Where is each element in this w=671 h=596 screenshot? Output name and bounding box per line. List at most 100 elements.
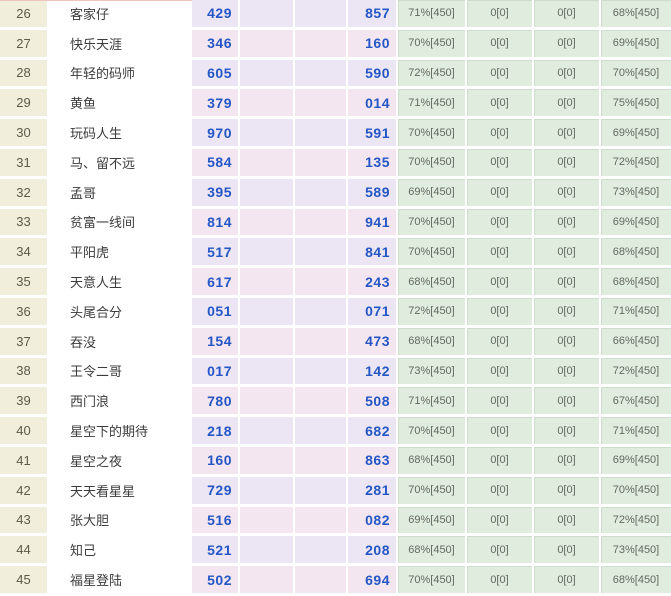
rate-cell-2: 69%[450] bbox=[601, 208, 671, 239]
number-pick-1[interactable]: 395 bbox=[192, 178, 240, 209]
column-gap bbox=[47, 178, 53, 209]
column-gap bbox=[47, 387, 53, 418]
empty-cell bbox=[295, 178, 348, 209]
empty-cell bbox=[240, 268, 295, 298]
empty-cell bbox=[295, 536, 348, 567]
rate-cell-1: 71%[450] bbox=[398, 89, 467, 120]
zero-cell-1: 0[0] bbox=[467, 119, 534, 149]
zero-cell-1: 0[0] bbox=[467, 506, 534, 537]
number-pick-2[interactable]: 941 bbox=[348, 208, 398, 239]
empty-cell bbox=[240, 238, 295, 269]
number-pick-2[interactable]: 243 bbox=[348, 268, 398, 298]
number-pick-1[interactable]: 429 bbox=[192, 0, 240, 30]
zero-cell-1: 0[0] bbox=[467, 29, 534, 60]
rate-cell-1: 70%[450] bbox=[398, 208, 467, 239]
column-gap bbox=[47, 89, 53, 120]
zero-cell-2: 0[0] bbox=[534, 208, 601, 239]
number-pick-1[interactable]: 346 bbox=[192, 29, 240, 60]
rank-cell: 39 bbox=[0, 387, 47, 418]
number-pick-2[interactable]: 160 bbox=[348, 29, 398, 60]
rank-cell: 36 bbox=[0, 297, 47, 328]
player-name: 天天看星星 bbox=[53, 476, 192, 507]
number-pick-2[interactable]: 682 bbox=[348, 417, 398, 447]
number-pick-2[interactable]: 071 bbox=[348, 297, 398, 328]
number-pick-2[interactable]: 082 bbox=[348, 506, 398, 537]
column-gap bbox=[47, 29, 53, 60]
number-pick-2[interactable]: 591 bbox=[348, 119, 398, 149]
number-pick-2[interactable]: 590 bbox=[348, 59, 398, 90]
rate-cell-2: 70%[450] bbox=[601, 476, 671, 507]
number-pick-1[interactable]: 617 bbox=[192, 268, 240, 298]
zero-cell-1: 0[0] bbox=[467, 0, 534, 30]
empty-cell bbox=[295, 208, 348, 239]
number-pick-1[interactable]: 584 bbox=[192, 148, 240, 179]
number-pick-2[interactable]: 841 bbox=[348, 238, 398, 269]
number-pick-1[interactable]: 521 bbox=[192, 536, 240, 567]
rate-cell-1: 70%[450] bbox=[398, 566, 467, 596]
number-pick-1[interactable]: 051 bbox=[192, 297, 240, 328]
number-pick-1[interactable]: 729 bbox=[192, 476, 240, 507]
number-pick-1[interactable]: 516 bbox=[192, 506, 240, 537]
empty-cell bbox=[295, 238, 348, 269]
number-pick-2[interactable]: 208 bbox=[348, 536, 398, 567]
number-pick-1[interactable]: 780 bbox=[192, 387, 240, 418]
player-name: 王令二哥 bbox=[53, 357, 192, 388]
number-pick-1[interactable]: 160 bbox=[192, 446, 240, 477]
number-pick-1[interactable]: 970 bbox=[192, 119, 240, 149]
number-pick-1[interactable]: 218 bbox=[192, 417, 240, 447]
column-gap bbox=[47, 446, 53, 477]
zero-cell-2: 0[0] bbox=[534, 0, 601, 30]
zero-cell-1: 0[0] bbox=[467, 387, 534, 418]
number-pick-2[interactable]: 281 bbox=[348, 476, 398, 507]
rank-cell: 41 bbox=[0, 446, 47, 477]
column-gap bbox=[47, 566, 53, 596]
rate-cell-1: 69%[450] bbox=[398, 506, 467, 537]
zero-cell-2: 0[0] bbox=[534, 238, 601, 269]
rate-cell-1: 70%[450] bbox=[398, 238, 467, 269]
number-pick-2[interactable]: 142 bbox=[348, 357, 398, 388]
rate-cell-2: 66%[450] bbox=[601, 327, 671, 358]
number-pick-2[interactable]: 014 bbox=[348, 89, 398, 120]
zero-cell-2: 0[0] bbox=[534, 297, 601, 328]
number-pick-2[interactable]: 508 bbox=[348, 387, 398, 418]
number-pick-1[interactable]: 605 bbox=[192, 59, 240, 90]
player-name: 客家仔 bbox=[53, 0, 192, 30]
player-name: 贫富一线间 bbox=[53, 208, 192, 239]
rate-cell-2: 71%[450] bbox=[601, 417, 671, 447]
number-pick-2[interactable]: 857 bbox=[348, 0, 398, 30]
column-gap bbox=[47, 297, 53, 328]
rate-cell-1: 68%[450] bbox=[398, 268, 467, 298]
column-gap bbox=[47, 208, 53, 239]
number-pick-1[interactable]: 517 bbox=[192, 238, 240, 269]
rank-cell: 38 bbox=[0, 357, 47, 388]
column-gap bbox=[47, 536, 53, 567]
zero-cell-2: 0[0] bbox=[534, 506, 601, 537]
empty-cell bbox=[240, 89, 295, 120]
zero-cell-2: 0[0] bbox=[534, 387, 601, 418]
zero-cell-2: 0[0] bbox=[534, 119, 601, 149]
empty-cell bbox=[295, 417, 348, 447]
number-pick-2[interactable]: 863 bbox=[348, 446, 398, 477]
number-pick-1[interactable]: 502 bbox=[192, 566, 240, 596]
number-pick-2[interactable]: 473 bbox=[348, 327, 398, 358]
number-pick-1[interactable]: 814 bbox=[192, 208, 240, 239]
rank-cell: 26 bbox=[0, 0, 47, 30]
empty-cell bbox=[295, 268, 348, 298]
number-pick-1[interactable]: 017 bbox=[192, 357, 240, 388]
rate-cell-2: 67%[450] bbox=[601, 387, 671, 418]
player-name: 福星登陆 bbox=[53, 566, 192, 596]
number-pick-2[interactable]: 135 bbox=[348, 148, 398, 179]
number-pick-1[interactable]: 379 bbox=[192, 89, 240, 120]
rank-cell: 28 bbox=[0, 59, 47, 90]
number-pick-1[interactable]: 154 bbox=[192, 327, 240, 358]
zero-cell-2: 0[0] bbox=[534, 59, 601, 90]
number-pick-2[interactable]: 694 bbox=[348, 566, 398, 596]
empty-cell bbox=[295, 506, 348, 537]
rate-cell-1: 72%[450] bbox=[398, 297, 467, 328]
number-pick-2[interactable]: 589 bbox=[348, 178, 398, 209]
rank-cell: 35 bbox=[0, 268, 47, 298]
column-gap bbox=[47, 417, 53, 447]
rate-cell-2: 69%[450] bbox=[601, 29, 671, 60]
empty-cell bbox=[240, 446, 295, 477]
